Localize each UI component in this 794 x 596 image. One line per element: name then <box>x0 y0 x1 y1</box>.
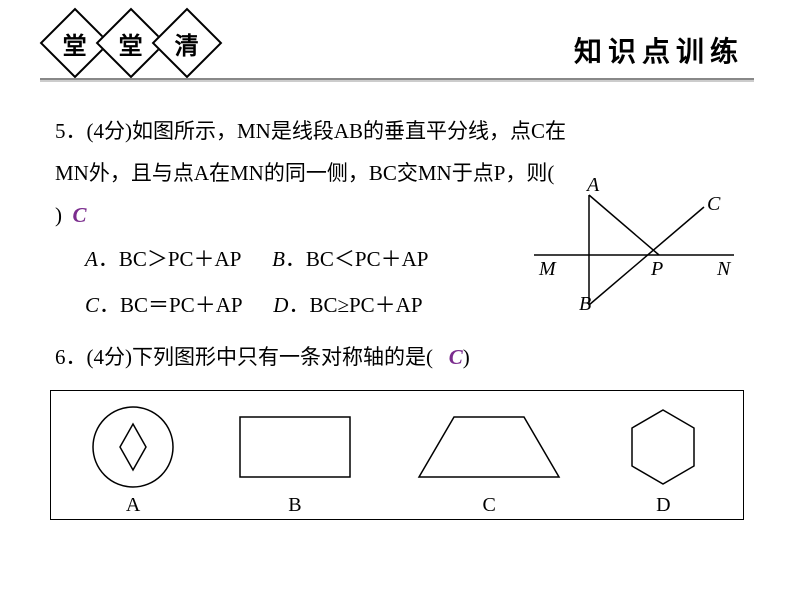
q5-line1: 5．(4分)如图所示，MN是线段AB的垂直平分线，点C在 <box>55 110 739 152</box>
question-6: 6．(4分)下列图形中只有一条对称轴的是( C) <box>55 336 739 378</box>
header: 堂 堂 清 知识点训练 <box>0 0 794 90</box>
q5-close-paren: ) <box>55 203 62 227</box>
diamond-badges: 堂 堂 清 <box>50 18 218 68</box>
q5-optD: ．BC≥PC＋AP <box>288 293 422 317</box>
q5-optC-label: C <box>85 293 99 317</box>
q5-optD-label: D <box>273 293 288 317</box>
shape-C-cell: C <box>409 402 569 517</box>
q5-figure: A B C M N P <box>529 175 739 315</box>
q5-optA-label: A <box>85 247 98 271</box>
diamond-2-char: 堂 <box>119 26 143 61</box>
q6-text: 6．(4分)下列图形中只有一条对称轴的是( <box>55 345 433 369</box>
shape-C <box>409 402 569 492</box>
line-ap <box>589 195 659 255</box>
shape-A-label: A <box>126 494 140 517</box>
q6-close: ) <box>463 345 470 369</box>
header-title: 知识点训练 <box>574 30 744 70</box>
q6-shapes-box: A B C D <box>50 390 744 520</box>
q5-optB-label: B <box>272 247 285 271</box>
diamond-3-char: 清 <box>175 26 199 61</box>
header-divider <box>40 78 754 82</box>
label-C: C <box>707 193 721 215</box>
shape-D-cell: D <box>618 402 708 517</box>
shape-D <box>618 402 708 492</box>
shape-A <box>86 402 181 492</box>
label-N: N <box>716 258 732 280</box>
label-B: B <box>579 293 591 315</box>
q5-answer: C <box>73 203 87 227</box>
q5-optC: ．BC＝PC＋AP <box>99 293 242 317</box>
q6-answer: C <box>449 345 463 369</box>
line-bc <box>589 207 704 305</box>
q5-optA: ．BC＞PC＋AP <box>98 247 241 271</box>
label-A: A <box>585 175 600 196</box>
label-M: M <box>538 258 557 280</box>
shape-B <box>230 402 360 492</box>
shape-B-cell: B <box>230 402 360 517</box>
shape-C-label: C <box>482 494 495 517</box>
shape-B-label: B <box>288 494 301 517</box>
shape-A-cell: A <box>86 402 181 517</box>
label-P: P <box>650 258 663 280</box>
q5-optB: ．BC＜PC＋AP <box>285 247 429 271</box>
shape-D-label: D <box>656 494 670 517</box>
diamond-3: 清 <box>152 8 223 79</box>
diamond-1-char: 堂 <box>63 26 87 61</box>
